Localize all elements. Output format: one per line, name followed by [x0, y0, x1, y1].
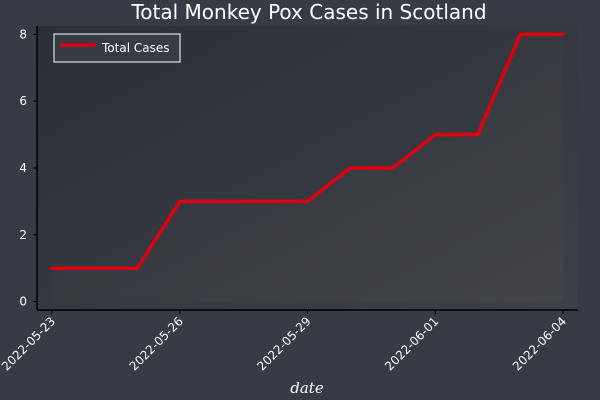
- x-axis-ticks: 2022-05-23 2022-05-26 2022-05-29 2022-06-01…: [0, 310, 569, 373]
- legend-label: Total Cases: [101, 41, 169, 55]
- y-tick-label: 0: [19, 295, 27, 309]
- x-axis-label: date: [290, 379, 324, 397]
- x-tick-label: 2022-06-04: [510, 314, 569, 373]
- x-tick-label: 2022-06-01: [382, 314, 441, 373]
- x-tick-label: 2022-05-29: [254, 314, 313, 373]
- y-tick-label: 6: [19, 94, 27, 108]
- x-tick-label: 2022-05-26: [127, 314, 186, 373]
- y-tick-label: 2: [19, 228, 27, 242]
- y-axis-ticks: 0 2 4 6 8: [19, 27, 37, 309]
- series-area-fill: [52, 34, 563, 302]
- legend-box: [53, 33, 181, 63]
- x-tick-label: 2022-05-23: [0, 314, 58, 373]
- chart-title: Total Monkey Pox Cases in Scotland: [130, 0, 486, 24]
- y-tick-label: 8: [19, 27, 27, 41]
- y-tick-label: 4: [19, 161, 27, 175]
- legend: Total Cases: [53, 33, 181, 63]
- series-line-total-cases: [50, 32, 565, 270]
